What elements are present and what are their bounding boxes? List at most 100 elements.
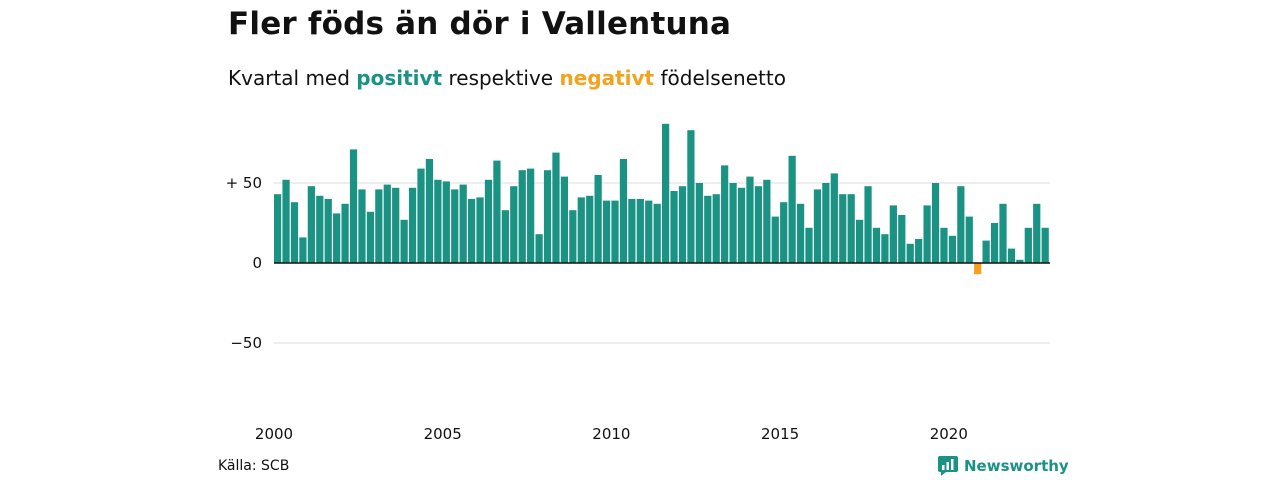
chart-title: Fler föds än dör i Vallentuna — [228, 6, 732, 42]
y-tick-label: −50 — [230, 334, 262, 352]
x-axis-labels: 2000 2005 2010 2015 2020 — [255, 425, 968, 443]
bar — [282, 179, 290, 263]
bar — [611, 200, 619, 263]
bar — [737, 187, 746, 263]
bar — [957, 186, 965, 263]
bar — [864, 186, 872, 263]
bar — [299, 237, 307, 263]
bar — [560, 176, 569, 263]
subtitle-prefix: Kvartal med — [228, 66, 357, 90]
newsworthy-logo-icon — [938, 456, 958, 476]
bar — [417, 168, 425, 263]
x-tick-label: 2000 — [255, 425, 293, 443]
bar — [569, 210, 577, 263]
bar — [324, 199, 332, 263]
bar — [341, 203, 349, 263]
bar — [333, 213, 341, 263]
bar — [619, 159, 628, 263]
bar — [535, 234, 543, 263]
bar — [602, 200, 611, 263]
bar — [290, 202, 299, 263]
bar — [1041, 227, 1049, 263]
bar — [476, 197, 484, 263]
bar — [484, 179, 493, 263]
bar — [468, 199, 476, 263]
bar — [552, 152, 560, 263]
bar — [459, 184, 467, 263]
bar — [813, 189, 822, 263]
bar — [501, 210, 509, 263]
bar — [923, 205, 931, 263]
subtitle-negative: negativt — [559, 66, 655, 90]
bar — [434, 179, 442, 263]
bar — [543, 170, 552, 263]
bar — [586, 195, 594, 263]
bar — [645, 200, 653, 263]
bar — [754, 186, 763, 263]
bar — [788, 155, 796, 263]
x-tick-label: 2015 — [761, 425, 799, 443]
bar — [796, 203, 805, 263]
bar — [1033, 203, 1041, 263]
bar — [940, 227, 948, 263]
bar — [678, 186, 687, 263]
bar — [349, 149, 358, 263]
bar — [375, 189, 383, 263]
x-tick-label: 2005 — [424, 425, 462, 443]
bar — [712, 194, 720, 263]
bar — [898, 215, 906, 263]
bar — [889, 205, 897, 263]
bar — [527, 168, 535, 263]
bar — [510, 186, 518, 263]
bar — [704, 195, 712, 263]
bar — [822, 183, 830, 263]
bar — [1024, 227, 1032, 263]
bar — [653, 203, 661, 263]
bar — [872, 227, 881, 263]
bar — [307, 186, 315, 263]
bar — [948, 235, 957, 263]
subtitle-suffix: födelsenetto — [654, 66, 786, 90]
bar — [830, 173, 838, 263]
bar — [881, 234, 889, 263]
bar — [695, 183, 703, 263]
bar — [358, 189, 366, 263]
x-tick-label: 2020 — [930, 425, 968, 443]
bar — [965, 216, 973, 263]
bar — [746, 176, 754, 263]
bar — [856, 219, 864, 263]
bar — [628, 199, 636, 263]
y-axis-labels: + 50 0 −50 — [226, 174, 262, 352]
bar — [729, 183, 737, 263]
bar — [839, 194, 847, 263]
brand-logo: Newsworthy — [938, 456, 1069, 476]
bars — [274, 123, 1049, 275]
subtitle-middle: respektive — [442, 66, 560, 90]
bar — [662, 123, 670, 263]
bar — [442, 181, 450, 263]
bar — [931, 183, 940, 263]
bar — [771, 216, 779, 263]
bar — [1007, 248, 1016, 263]
subtitle-positive: positivt — [356, 66, 443, 90]
y-tick-label: 0 — [252, 254, 262, 272]
y-tick-label: + 50 — [226, 174, 262, 192]
brand-name: Newsworthy — [964, 457, 1069, 475]
bar — [1016, 259, 1024, 263]
bar — [400, 219, 408, 263]
bar — [670, 191, 678, 263]
bar — [974, 263, 982, 275]
bar — [366, 211, 375, 263]
bar — [518, 170, 526, 263]
bar — [906, 243, 914, 263]
x-tick-label: 2010 — [592, 425, 630, 443]
bar — [847, 194, 855, 263]
bar — [392, 187, 400, 263]
bar — [805, 227, 813, 263]
bar — [721, 165, 729, 263]
bar — [594, 175, 602, 263]
bar — [274, 194, 282, 263]
bar — [383, 184, 391, 263]
bar — [408, 187, 417, 263]
